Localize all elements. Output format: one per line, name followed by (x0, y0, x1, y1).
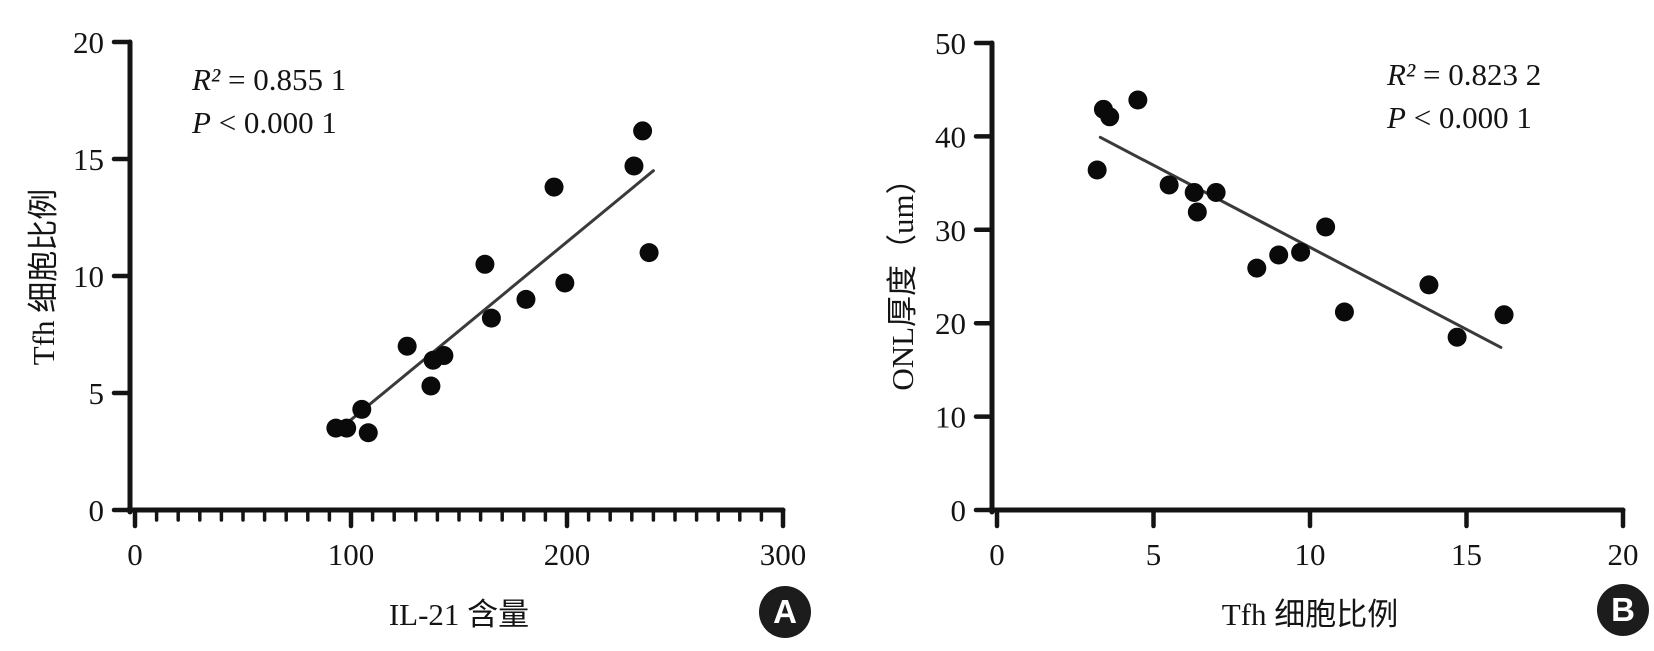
x-axis-title-a: IL-21 含量 (388, 597, 530, 632)
data-point (475, 254, 495, 274)
scatter-plot-b: 0 10 20 30 40 50 0 5 10 15 20 (935, 26, 1639, 572)
y-axis-title-b: ONL厚度（um） (885, 163, 920, 391)
panel-badge-b: B (1597, 584, 1649, 636)
r2-symbol: R² (1387, 57, 1416, 92)
p-value: < 0.000 1 (1405, 100, 1532, 135)
data-point (421, 376, 441, 396)
r2-value: = 0.823 2 (1415, 57, 1542, 92)
data-point (1334, 302, 1354, 322)
panel-badge-a: A (759, 586, 811, 638)
data-point (1159, 175, 1179, 195)
x-tick-label: 100 (328, 537, 375, 572)
data-point (1291, 242, 1311, 262)
y-tick-label: 10 (73, 259, 104, 294)
data-point (544, 177, 564, 197)
data-point (555, 273, 575, 293)
y-tick-label: 10 (935, 400, 966, 435)
data-point (1100, 107, 1120, 127)
data-point (1184, 182, 1204, 202)
y-tick-label: 20 (73, 25, 104, 60)
p-symbol: P (192, 105, 211, 140)
x-tick-label: 5 (1146, 537, 1162, 572)
data-point (481, 308, 501, 328)
data-point (434, 346, 454, 366)
y-tick-label: 15 (73, 142, 104, 177)
r2-line: R² = 0.823 2 (1387, 53, 1541, 96)
x-axis-title-b: Tfh 细胞比例 (1221, 597, 1399, 632)
data-point (337, 418, 357, 438)
data-point (1316, 217, 1336, 237)
x-tick-label: 300 (760, 537, 807, 572)
data-point (624, 156, 644, 176)
p-line: P < 0.000 1 (192, 101, 346, 144)
p-value: < 0.000 1 (210, 105, 337, 140)
y-tick-label: 40 (935, 119, 966, 154)
data-point (1206, 182, 1226, 202)
data-point (1247, 258, 1267, 278)
data-point (1269, 245, 1289, 265)
y-tick-label: 0 (89, 493, 105, 528)
y-axis-title-a: Tfh 细胞比例 (26, 188, 61, 366)
data-point (1447, 327, 1467, 347)
x-tick-label: 20 (1608, 537, 1639, 572)
y-tick-label: 30 (935, 213, 966, 248)
data-point (352, 399, 372, 419)
y-tick-label: 0 (951, 493, 967, 528)
data-point (358, 423, 378, 443)
y-tick-label: 20 (935, 306, 966, 341)
x-tick-label: 10 (1295, 537, 1326, 572)
data-point (639, 243, 659, 263)
data-point (1087, 160, 1107, 180)
trend-line (336, 169, 655, 432)
data-point (1187, 202, 1207, 222)
y-tick-label: 50 (935, 26, 966, 61)
data-point (1128, 90, 1148, 110)
p-line: P < 0.000 1 (1387, 96, 1541, 139)
x-tick-label: 15 (1451, 537, 1482, 572)
r2-symbol: R² (192, 62, 221, 97)
r2-value: = 0.855 1 (220, 62, 347, 97)
data-point (1419, 275, 1439, 295)
data-point (633, 121, 653, 141)
x-tick-label: 0 (127, 537, 143, 572)
data-point (397, 336, 417, 356)
x-tick-label: 200 (544, 537, 591, 572)
p-symbol: P (1387, 100, 1406, 135)
x-tick-label: 0 (989, 537, 1005, 572)
r2-line: R² = 0.855 1 (192, 58, 346, 101)
data-point (1494, 305, 1514, 325)
trend-line (1098, 135, 1503, 349)
data-point (516, 289, 536, 309)
y-tick-label: 5 (89, 376, 105, 411)
